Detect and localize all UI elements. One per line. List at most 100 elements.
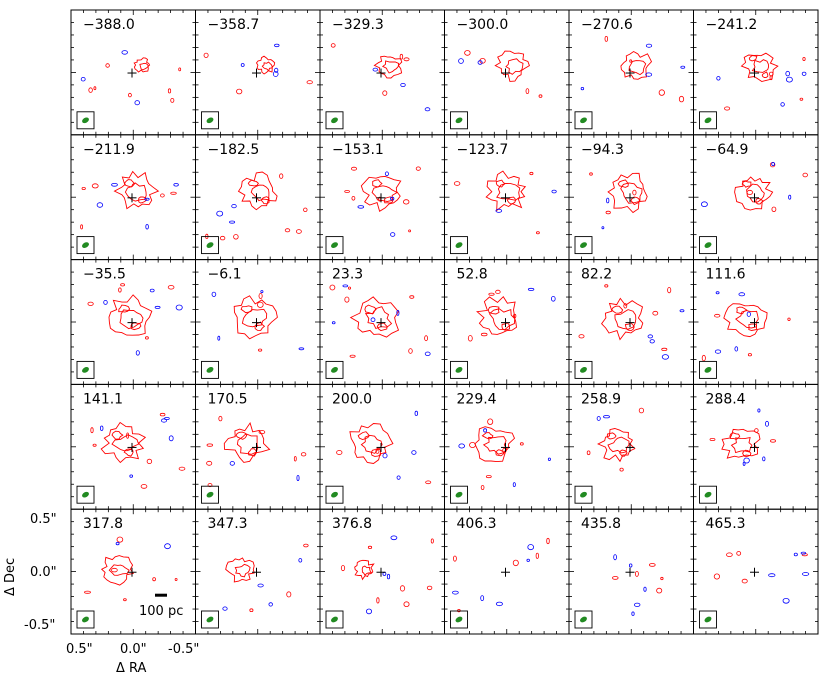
channel-panel: −300.0	[444, 9, 570, 136]
velocity-label: 347.3	[208, 516, 248, 532]
noise-contour	[367, 545, 373, 550]
channel-panel: −35.5	[70, 259, 196, 385]
noise-contour	[726, 552, 733, 557]
noise-contour	[303, 207, 308, 212]
noise-contour	[736, 551, 742, 556]
noise-contour	[771, 206, 777, 212]
channel-panel: −388.0	[70, 9, 196, 136]
negative-contour	[168, 435, 174, 442]
noise-contour	[469, 441, 476, 448]
negative-contour	[714, 349, 722, 354]
negative-contour	[801, 71, 807, 76]
negative-contour	[495, 601, 503, 607]
noise-contour	[408, 348, 413, 354]
positive-contour	[241, 308, 268, 328]
noise-contour	[424, 335, 429, 342]
negative-contour	[390, 232, 396, 237]
scale-bar-label: 100 pc	[139, 604, 183, 619]
noise-contour	[123, 598, 127, 602]
negative-contour	[396, 309, 400, 316]
negative-contour	[679, 309, 685, 313]
negative-contour	[229, 461, 235, 466]
noise-contour	[303, 543, 309, 548]
noise-contour	[93, 86, 97, 91]
negative-contour	[734, 346, 739, 352]
noise-contour	[536, 231, 540, 235]
negative-contour	[96, 202, 104, 208]
positive-contour	[130, 322, 142, 331]
negative-contour	[716, 76, 721, 81]
noise-contour	[399, 585, 406, 592]
noise-contour	[403, 601, 410, 607]
negative-contour	[298, 558, 303, 563]
positive-contour	[487, 306, 500, 315]
positive-contour	[607, 436, 630, 454]
negative-contour	[411, 450, 417, 455]
negative-contour	[526, 558, 530, 562]
negative-contour	[788, 194, 792, 200]
positive-contour	[118, 304, 131, 313]
noise-contour	[408, 229, 412, 233]
positive-contour	[494, 50, 530, 82]
x-tick-label: -0.5"	[168, 642, 199, 657]
beam-ellipse-icon	[331, 616, 338, 623]
noise-contour	[513, 313, 517, 319]
beam-box	[574, 360, 593, 379]
noise-contour	[126, 432, 129, 439]
noise-contour	[480, 332, 488, 337]
positive-contour	[474, 426, 516, 463]
negative-contour	[606, 197, 610, 204]
positive-contour	[364, 304, 377, 315]
channel-panel: 141.1	[70, 383, 196, 510]
positive-contour	[261, 61, 273, 72]
negative-contour	[782, 597, 790, 604]
velocity-label: −182.5	[208, 142, 260, 158]
negative-contour	[134, 100, 140, 106]
positive-contour	[619, 449, 628, 457]
negative-contour	[216, 210, 224, 217]
noise-contour	[167, 285, 175, 290]
negative-contour	[370, 317, 376, 323]
positive-contour	[139, 62, 149, 71]
noise-contour	[146, 458, 153, 464]
noise-contour	[519, 442, 524, 446]
negative-contour	[645, 72, 653, 77]
negative-contour	[715, 291, 720, 295]
noise-contour	[284, 228, 291, 233]
positive-contour	[247, 448, 258, 457]
noise-contour	[652, 310, 659, 316]
noise-contour	[741, 578, 748, 584]
positive-contour	[233, 295, 278, 340]
noise-contour	[159, 412, 166, 417]
velocity-label: −35.5	[83, 267, 126, 283]
noise-contour	[464, 50, 471, 56]
channel-panel: 200.0	[319, 383, 445, 510]
beam-ellipse-icon	[206, 491, 214, 498]
positive-contour	[138, 196, 148, 204]
noise-contour	[206, 460, 213, 466]
noise-contour	[258, 430, 266, 435]
channel-panel: 465.3	[693, 508, 819, 635]
negative-contour	[613, 554, 617, 561]
positive-contour	[730, 437, 753, 454]
beam-box	[450, 485, 468, 504]
positive-contour	[481, 432, 494, 440]
noise-contour	[495, 289, 501, 294]
positive-contour	[361, 565, 373, 576]
noise-contour	[425, 480, 432, 485]
positive-contour	[755, 197, 765, 205]
channel-panel: −358.7	[195, 9, 321, 136]
noise-contour	[480, 484, 485, 490]
negative-contour	[596, 416, 601, 421]
noise-contour	[399, 53, 404, 60]
y-axis-label: Δ Dec	[3, 558, 18, 596]
noise-contour	[203, 52, 209, 58]
positive-contour	[482, 436, 508, 455]
velocity-label: −241.2	[706, 17, 758, 33]
noise-contour	[233, 234, 239, 240]
negative-contour	[396, 475, 401, 480]
positive-contour	[255, 55, 276, 75]
channel-panel: 288.4	[693, 383, 819, 510]
beam-box	[450, 360, 468, 379]
positive-contour	[614, 309, 637, 330]
